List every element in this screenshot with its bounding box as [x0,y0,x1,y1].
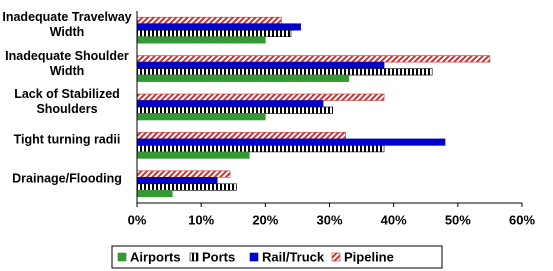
bar [136,177,218,185]
legend-swatch [249,252,259,262]
legend-label: Ports [202,249,235,264]
bar [136,93,385,101]
bar [136,36,266,44]
legend-label: Rail/Truck [262,249,325,264]
bar [136,74,350,82]
bar [136,106,334,114]
x-tick-label: 40% [381,212,407,227]
bar [136,145,385,153]
legend-swatch [331,252,341,262]
bar [136,16,282,25]
bar [136,68,433,76]
legend-box [111,245,443,269]
legend-label: Pipeline [344,249,394,264]
y-tick-label: Drainage/Flooding [12,171,122,186]
bar [136,170,231,178]
bar [136,138,446,146]
x-tick-label: 30% [316,212,342,227]
y-tick-label: Lack of Stabilized Shoulders [14,87,120,116]
x-tick-label: 0% [128,212,147,227]
bar [136,55,491,63]
x-tick-label: 60% [509,212,535,227]
bar [136,132,346,140]
legend-label: Airports [130,249,181,264]
x-tick-label: 50% [445,212,471,227]
y-tick-label: Inadequate Shoulder Width [5,48,129,78]
x-tick-label: 20% [252,212,278,227]
bar [136,100,324,108]
bar [136,151,250,159]
bar [136,113,266,121]
bar [136,183,237,191]
bar [136,23,301,31]
legend-swatch [117,252,127,262]
bar [136,61,385,69]
y-tick-label: Tight turning radii [13,132,121,147]
bar [136,29,292,38]
legend-swatch [189,252,199,262]
x-tick-label: 10% [188,212,214,227]
y-tick-label: Inadequate Travelway Width [2,10,132,40]
bar [136,190,173,198]
